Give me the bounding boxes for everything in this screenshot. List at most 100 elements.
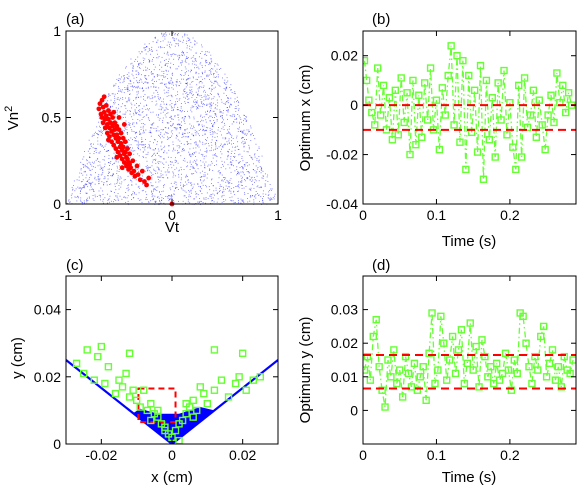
a-bg-dot [182, 36, 183, 38]
a-bg-dot [197, 194, 199, 196]
a-bg-dot [192, 106, 194, 108]
a-bg-dot [155, 200, 157, 202]
a-bg-dot [167, 41, 169, 43]
a-bg-dot [102, 200, 104, 202]
c-marker [122, 369, 130, 378]
a-bg-dot [210, 102, 212, 104]
b-marker [488, 94, 496, 102]
a-bg-dot [155, 127, 157, 129]
d-marker [393, 379, 401, 388]
a-bg-dot [230, 190, 232, 192]
a-bg-dot [200, 186, 201, 188]
a-bg-dot [232, 113, 234, 115]
a-bg-dot [181, 78, 183, 80]
a-bg-dot [135, 179, 137, 181]
a-bg-dot [89, 148, 90, 150]
d-marker [422, 396, 430, 405]
a-bg-dot [215, 139, 217, 141]
a-bg-dot [147, 67, 149, 69]
a-bg-dot [94, 196, 96, 198]
a-bg-dot [221, 196, 223, 198]
a-bg-dot [165, 63, 167, 65]
a-bg-dot [205, 91, 206, 93]
b-marker [562, 108, 570, 117]
a-bg-dot [167, 177, 169, 179]
b-series-line [363, 45, 573, 180]
a-bg-dot [87, 150, 89, 152]
a-bg-dot [185, 68, 187, 70]
a-bg-dot [227, 164, 229, 166]
a-bg-dot [256, 149, 258, 151]
a-bg-dot [141, 112, 143, 113]
a-bg-dot [210, 58, 212, 60]
a-bg-dot [146, 160, 148, 162]
a-bg-dot [216, 147, 218, 149]
a-bg-dot [187, 165, 189, 167]
a-bg-dot [102, 172, 104, 174]
a-bg-dot [208, 98, 209, 100]
a-bg-dot [120, 97, 121, 99]
a-point [104, 130, 110, 136]
a-bg-dot [124, 113, 126, 115]
a-bg-dot [201, 46, 203, 48]
a-bg-dot [150, 53, 152, 55]
a-bg-dot [196, 97, 198, 98]
b-marker [456, 138, 464, 146]
a-bg-dot [192, 166, 194, 168]
a-bg-dot [158, 163, 160, 165]
a-bg-dot [233, 120, 235, 122]
a-bg-dot [274, 195, 275, 197]
a-bg-dot [185, 79, 187, 81]
a-bg-dot [112, 173, 114, 174]
a-bg-dot [163, 128, 164, 130]
a-bg-dot [209, 102, 211, 104]
a-bg-dot [145, 108, 147, 110]
a-bg-dot [189, 132, 190, 133]
a-point [106, 116, 111, 122]
b-marker [412, 140, 420, 149]
a-bg-dot [139, 63, 141, 65]
panel-a: (a) Vt Vn2 -1 0 100.51 [3, 11, 282, 236]
a-bg-dot [113, 85, 115, 87]
a-bg-dot [139, 62, 141, 64]
a-bg-dot [216, 120, 218, 122]
b-marker [547, 91, 555, 99]
a-bg-dot [184, 60, 186, 62]
a-bg-dot [210, 109, 211, 111]
a-point [103, 113, 109, 119]
a-bg-dot [250, 133, 252, 135]
a-bg-dot [180, 173, 182, 175]
a-bg-dot [130, 63, 132, 65]
a-bg-dot [261, 155, 263, 157]
a-bg-dot [132, 197, 134, 199]
c-marker [200, 389, 208, 398]
a-bg-dot [184, 66, 186, 68]
a-bg-dot [203, 174, 205, 176]
a-bg-dot [208, 74, 210, 76]
a-bg-dot [151, 185, 153, 187]
a-bg-dot [234, 149, 236, 151]
a-bg-dot [267, 174, 269, 176]
a-bg-dot [197, 144, 199, 146]
a-bg-dot [101, 145, 103, 147]
a-bg-dot [238, 173, 240, 175]
a-bg-dot [130, 149, 132, 151]
a-bg-dot [198, 105, 200, 107]
a-bg-dot [117, 198, 119, 200]
a-bg-dot [110, 183, 112, 185]
a-bg-dot [131, 86, 133, 88]
a-bg-dot [209, 127, 211, 129]
a-bg-dot [135, 98, 137, 100]
a-bg-dot [216, 68, 218, 70]
a-bg-dot [154, 37, 156, 39]
a-bg-dot [218, 96, 220, 98]
a-bg-dot [221, 201, 223, 203]
a-bg-dot [186, 144, 188, 145]
a-bg-dot [106, 135, 108, 137]
a-bg-dot [242, 131, 244, 133]
a-bg-dot [138, 192, 140, 194]
b-marker [473, 148, 482, 156]
a-bg-dot [253, 163, 254, 165]
a-bg-dot [162, 35, 164, 37]
